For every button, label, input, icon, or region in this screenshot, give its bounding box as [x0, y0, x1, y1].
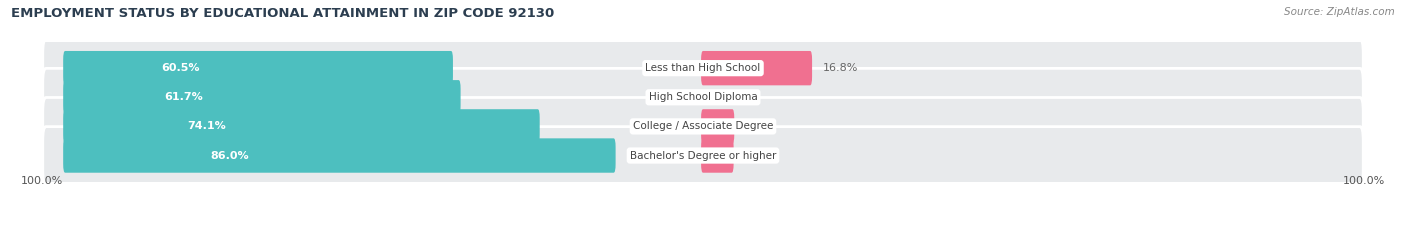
FancyBboxPatch shape [63, 138, 616, 173]
Text: 86.0%: 86.0% [211, 151, 249, 161]
Text: 0.0%: 0.0% [716, 92, 744, 102]
FancyBboxPatch shape [702, 138, 734, 173]
Legend: In Labor Force, Unemployed: In Labor Force, Unemployed [612, 231, 794, 233]
FancyBboxPatch shape [63, 109, 540, 144]
FancyBboxPatch shape [702, 109, 734, 144]
Text: 4.5%: 4.5% [744, 151, 773, 161]
Text: College / Associate Degree: College / Associate Degree [633, 121, 773, 131]
Text: 74.1%: 74.1% [187, 121, 226, 131]
FancyBboxPatch shape [702, 51, 813, 85]
FancyBboxPatch shape [42, 68, 1364, 126]
Text: 61.7%: 61.7% [163, 92, 202, 102]
FancyBboxPatch shape [63, 80, 461, 114]
Text: 60.5%: 60.5% [162, 63, 200, 73]
FancyBboxPatch shape [42, 127, 1364, 185]
Text: EMPLOYMENT STATUS BY EDUCATIONAL ATTAINMENT IN ZIP CODE 92130: EMPLOYMENT STATUS BY EDUCATIONAL ATTAINM… [11, 7, 554, 20]
Text: Bachelor's Degree or higher: Bachelor's Degree or higher [630, 151, 776, 161]
FancyBboxPatch shape [42, 97, 1364, 155]
Text: 16.8%: 16.8% [823, 63, 858, 73]
FancyBboxPatch shape [63, 51, 453, 85]
Text: High School Diploma: High School Diploma [648, 92, 758, 102]
Text: Source: ZipAtlas.com: Source: ZipAtlas.com [1284, 7, 1395, 17]
FancyBboxPatch shape [42, 39, 1364, 97]
Text: 100.0%: 100.0% [1343, 177, 1385, 186]
Text: 100.0%: 100.0% [21, 177, 63, 186]
Text: Less than High School: Less than High School [645, 63, 761, 73]
Text: 4.6%: 4.6% [745, 121, 773, 131]
